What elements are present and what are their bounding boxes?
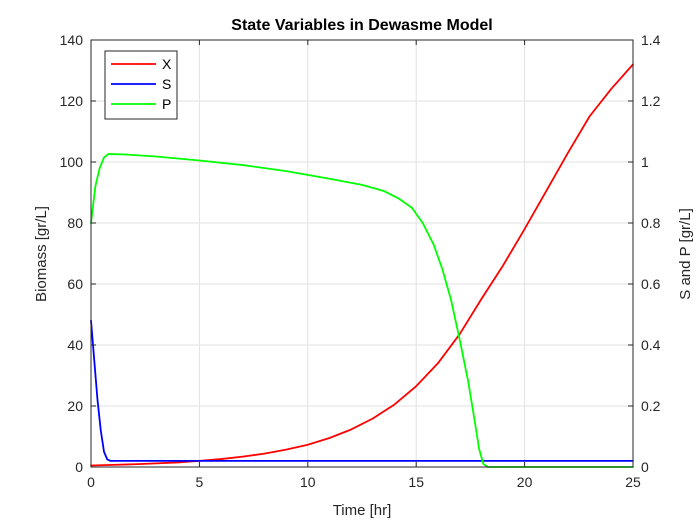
y-left-tick-label: 120 xyxy=(60,93,84,109)
x-axis-label: Time [hr] xyxy=(333,502,392,519)
x-tick-label: 20 xyxy=(517,474,533,490)
y-right-tick-label: 0.8 xyxy=(641,215,661,231)
series-layer xyxy=(90,63,634,468)
y-right-tick-label: 0.2 xyxy=(641,398,661,414)
legend: XSP xyxy=(104,50,178,120)
y-left-tick-label: 80 xyxy=(67,215,83,231)
y-left-tick-label: 40 xyxy=(67,337,83,353)
y-right-tick-label: 0 xyxy=(641,459,649,475)
series-line-s xyxy=(90,319,634,462)
series-line-x xyxy=(90,63,634,467)
grid xyxy=(91,40,633,467)
legend-label-p: P xyxy=(162,96,171,112)
legend-box xyxy=(104,50,178,120)
y-right-tick-label: 1.4 xyxy=(641,32,661,48)
axes xyxy=(90,39,634,468)
y-left-tick-label: 0 xyxy=(75,459,83,475)
tick-labels: 0 5 10 15 20 2502040608010012014000.20.40.60.… xyxy=(60,32,661,490)
x-tick-label: 5 xyxy=(196,474,204,490)
y-right-tick-label: 1.2 xyxy=(641,93,661,109)
legend-label-x: X xyxy=(162,56,172,72)
y-right-tick-label: 0.6 xyxy=(641,276,661,292)
plot-area-border xyxy=(90,39,634,468)
legend-label-s: S xyxy=(162,76,171,92)
chart-title: State Variables in Dewasme Model xyxy=(231,17,492,34)
y-left-tick-label: 60 xyxy=(67,276,83,292)
y-right-tick-label: 1 xyxy=(641,154,649,170)
series-line-p xyxy=(90,153,634,468)
y-left-tick-label: 140 xyxy=(60,32,84,48)
x-tick-label: 10 xyxy=(300,474,316,490)
y-left-tick-label: 20 xyxy=(67,398,83,414)
y-right-tick-label: 0.4 xyxy=(641,337,661,353)
y-left-tick-label: 100 xyxy=(60,154,84,170)
y-axis-right-label: S and P [gr/L] xyxy=(677,208,694,299)
x-tick-label: 25 xyxy=(625,474,641,490)
y-axis-left-label: Biomass [gr/L] xyxy=(33,206,50,302)
x-tick-label: 15 xyxy=(408,474,424,490)
x-tick-label: 0 xyxy=(87,474,95,490)
